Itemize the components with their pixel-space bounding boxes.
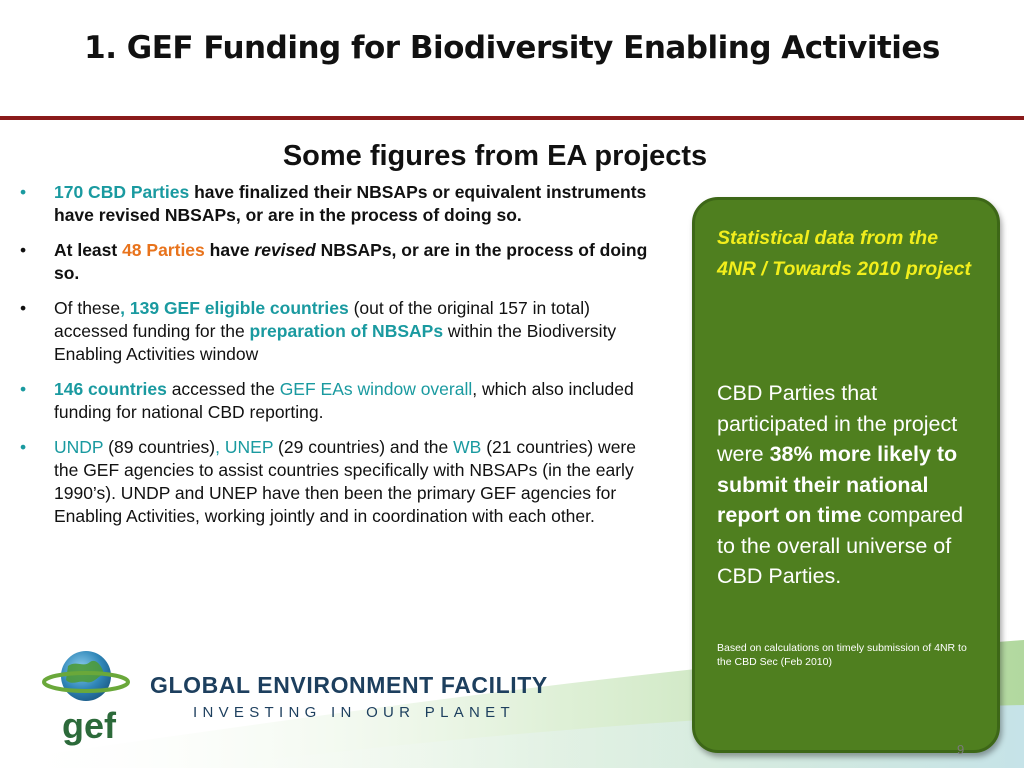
bullet-text: (21 countries) were the GEF agencies to … [54, 437, 636, 526]
bullet-text: Of these [54, 298, 121, 318]
bullet-dot: • [20, 379, 27, 399]
bullet-text: , which also included funding for nation… [54, 379, 634, 422]
callout-body-text: compared to the overall universe of CBD … [717, 503, 964, 588]
slide-title: 1. GEF Funding for Biodiversity Enabling… [84, 30, 940, 66]
bullet-text: accessed the [166, 379, 280, 399]
bullet-text: NBSAPs, or are in the process of doing s… [54, 240, 648, 283]
emphasis-revised: revised [254, 240, 316, 260]
bullet-text: (29 countries) and the [273, 437, 454, 457]
highlight-unep: , UNEP [215, 437, 274, 457]
slide-subtitle: Some figures from EA projects [282, 140, 708, 172]
bullet-text: have [204, 240, 255, 260]
gef-logo-text: gef [62, 705, 117, 746]
bullet-item-48-parties: • At least 48 Parties have revised NBSAP… [14, 239, 654, 285]
callout-body: CBD Parties that participated in the pro… [717, 378, 987, 592]
bullet-dot: • [20, 240, 27, 260]
gef-org-name: GLOBAL ENVIRONMENT FACILITY [150, 672, 548, 698]
highlight-wb: WB [453, 437, 482, 457]
gef-tagline: INVESTING IN OUR PLANET [193, 704, 515, 721]
highlight-139-gef-eligible: , 139 GEF eligible countries [120, 298, 349, 318]
highlight-gef-eas-window: GEF EAs window overall [279, 379, 473, 399]
bullet-text: (89 countries) [103, 437, 216, 457]
callout-body-text: CBD Parties that participated in the pro… [717, 381, 958, 466]
title-divider [0, 116, 1024, 120]
highlight-48-parties: 48 Parties [122, 240, 205, 260]
callout-highlight-38-percent: 38% more likely to submit their national… [717, 442, 958, 527]
bullet-item-agencies: • UNDP (89 countries), UNEP (29 countrie… [14, 436, 654, 528]
bullet-item-139-countries: • Of these, 139 GEF eligible countries (… [14, 297, 654, 366]
slide-number: 9 [957, 742, 965, 757]
bullet-dot: • [20, 182, 27, 202]
bullet-text: within the Biodiversity Enabling Activit… [54, 321, 617, 364]
bullet-item-146-countries: • 146 countries accessed the GEF EAs win… [14, 378, 654, 424]
callout-footnote: Based on calculations on timely submissi… [717, 642, 967, 668]
highlight-146-countries: 146 countries [54, 379, 167, 399]
bullet-dot: • [20, 437, 27, 457]
bullet-list: • 170 CBD Parties have finalized their N… [14, 181, 654, 540]
bullet-text: have finalized their NBSAPs or equivalen… [54, 182, 647, 225]
bullet-text: At least [54, 240, 123, 260]
highlight-170-cbd-parties: 170 CBD Parties [54, 182, 190, 202]
bullet-text: (out of the original 157 in total) acces… [54, 298, 590, 341]
bullet-item-parties-finalized: • 170 CBD Parties have finalized their N… [14, 181, 654, 227]
highlight-undp: UNDP [54, 437, 104, 457]
highlight-preparation-of-nbsaps: preparation of NBSAPs [249, 321, 444, 341]
bullet-dot: • [20, 298, 27, 318]
gef-globe-logo-icon: gef [42, 651, 130, 746]
statistics-callout-box: Statistical data from the 4NR / Towards … [692, 197, 1000, 753]
callout-heading: Statistical data from the 4NR / Towards … [717, 227, 971, 280]
